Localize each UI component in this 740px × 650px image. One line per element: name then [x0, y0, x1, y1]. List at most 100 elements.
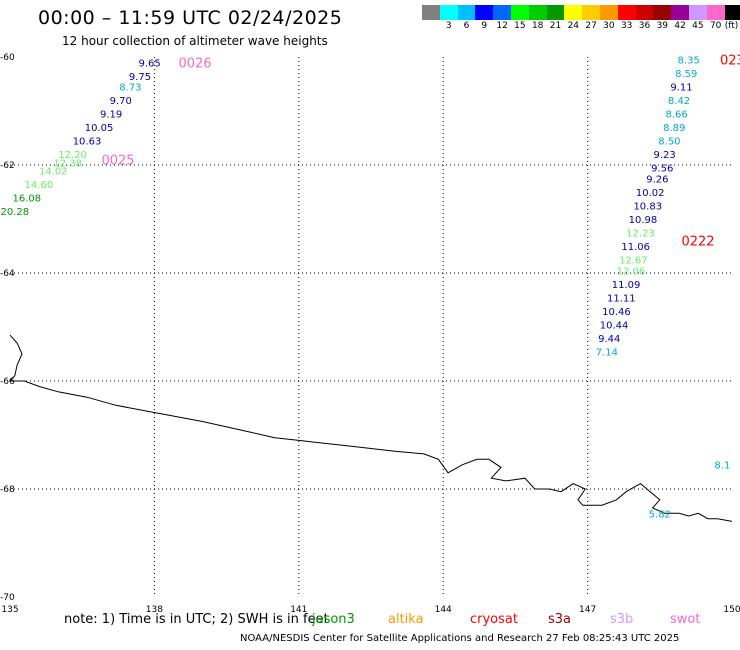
colorbar-unit: (ft) — [724, 21, 739, 31]
wave-height-value: 9.70 — [110, 96, 132, 107]
wave-height-value: 9.44 — [598, 334, 620, 345]
wave-height-value: 9.75 — [129, 72, 151, 83]
colorbar-swatch — [528, 5, 547, 20]
wave-height-value: 20.28 — [0, 207, 29, 218]
colorbar-swatch — [439, 5, 458, 20]
colorbar-label: 36 — [638, 21, 651, 31]
colorbar-swatch — [724, 5, 740, 20]
latitude-label: -68 — [0, 485, 15, 495]
wave-height-value: 12.38 — [53, 158, 82, 169]
colorbar-label: 12 — [496, 21, 508, 31]
longitude-label: 135 — [1, 605, 18, 615]
colorbar-swatch — [599, 5, 618, 20]
satellite-legend-s3a: s3a — [548, 612, 572, 627]
colorbar-label: 21 — [549, 21, 562, 31]
colorbar-label: 39 — [656, 21, 669, 31]
wave-height-value: 11.06 — [621, 242, 650, 253]
wave-height-value: 10.44 — [600, 320, 629, 331]
wave-height-value: 8.42 — [668, 96, 690, 107]
colorbar-label: 9 — [481, 21, 488, 31]
wave-height-value: 8.1 — [714, 461, 730, 472]
wave-height-value: 9.11 — [670, 83, 692, 94]
wave-height-value: 9.19 — [100, 110, 122, 121]
satellite-legend-jason3: jason3 — [312, 612, 355, 627]
colorbar-label: 33 — [620, 21, 633, 31]
wave-height-value: 10.83 — [633, 202, 662, 213]
wave-height-value: 8.59 — [675, 69, 697, 80]
wave-height-value: 8.50 — [658, 137, 680, 148]
wave-height-value: 5.82 — [649, 509, 671, 520]
pass-time-label: 023 — [720, 54, 740, 69]
wave-height-value: 12.23 — [626, 229, 655, 240]
satellite-legend-altika: altika — [388, 612, 424, 627]
colorbar-label: 27 — [585, 21, 597, 31]
antarctic-coastline — [8, 334, 733, 522]
colorbar-swatch — [688, 5, 707, 20]
satellite-legend: jason3 altika cryosat s3a s3b swot — [0, 612, 740, 630]
colorbar-label: 18 — [531, 21, 544, 31]
pass-time-label: 0025 — [101, 154, 134, 169]
wave-height-value: 7.14 — [596, 347, 618, 358]
colorbar-swatch — [546, 5, 565, 20]
colorbar-swatch — [653, 5, 672, 20]
wave-height-value: 14.60 — [25, 180, 54, 191]
footer-note: note: 1) Time is in UTC; 2) SWH is in fe… — [64, 612, 329, 627]
colorbar-label: 42 — [674, 21, 686, 31]
colorbar-label: 45 — [692, 21, 704, 31]
wave-height-value: 12.06 — [617, 266, 646, 277]
page-subtitle: 12 hour collection of altimeter wave hei… — [62, 34, 328, 48]
colorbar-swatch — [564, 5, 583, 20]
colorbar-swatch — [493, 5, 511, 20]
satellite-legend-cryosat: cryosat — [470, 612, 518, 627]
wave-height-value: 8.89 — [663, 123, 685, 134]
wave-height-value: 11.11 — [607, 293, 636, 304]
wave-height-value: 9.56 — [651, 164, 673, 175]
wave-height-value: 8.66 — [666, 110, 688, 121]
colorbar-swatch — [617, 5, 636, 20]
longitude-label: 144 — [435, 605, 452, 615]
pass-time-label: 0222 — [681, 235, 714, 250]
wave-height-value: 10.98 — [629, 215, 658, 226]
wave-height-value: 11.09 — [612, 280, 641, 291]
wave-height-value: 10.46 — [602, 307, 631, 318]
wave-height-value: 8.35 — [678, 56, 700, 67]
colorbar-label: 70 — [709, 21, 722, 31]
wave-height-value: 14.02 — [39, 166, 68, 177]
wave-height-value: 10.63 — [73, 137, 102, 148]
wave-height-value: 9.26 — [646, 175, 668, 186]
colorbar-label: 24 — [567, 21, 580, 31]
footer-credit: NOAA/NESDIS Center for Satellite Applica… — [240, 633, 680, 644]
colorbar-swatch — [457, 5, 476, 20]
wave-height-value: 10.05 — [85, 123, 114, 134]
colorbar-label: 6 — [463, 21, 470, 31]
wave-height-value: 10.02 — [636, 188, 665, 199]
satellite-legend-swot: swot — [670, 612, 701, 627]
wave-height-value: 9.23 — [653, 150, 675, 161]
wave-height-value: 16.08 — [13, 193, 42, 204]
satellite-legend-s3b: s3b — [610, 612, 634, 627]
colorbar-label: 15 — [514, 21, 526, 31]
colorbar-label: 30 — [603, 21, 615, 31]
colorbar-swatch — [635, 5, 654, 20]
wave-height-colorbar — [422, 5, 740, 20]
wave-height-value: 12.20 — [58, 150, 87, 161]
longitude-label: 138 — [146, 605, 163, 615]
colorbar-swatch — [706, 5, 725, 20]
colorbar-swatch — [510, 5, 529, 20]
longitude-label: 141 — [290, 605, 307, 615]
latitude-label: -66 — [0, 377, 15, 387]
colorbar-swatch — [671, 5, 689, 20]
longitude-label: 147 — [579, 605, 596, 615]
colorbar-swatch — [582, 5, 600, 20]
colorbar-label: 3 — [445, 21, 452, 31]
latitude-label: -60 — [0, 53, 15, 63]
latitude-label: -70 — [0, 593, 15, 603]
latitude-label: -62 — [0, 161, 15, 171]
wave-height-value: 12.67 — [619, 256, 648, 267]
colorbar-swatch — [475, 5, 494, 20]
latitude-label: -64 — [0, 269, 15, 279]
longitude-label: 150 — [723, 605, 740, 615]
wave-height-value: 8.73 — [119, 83, 141, 94]
pass-time-label: 0026 — [178, 56, 211, 71]
